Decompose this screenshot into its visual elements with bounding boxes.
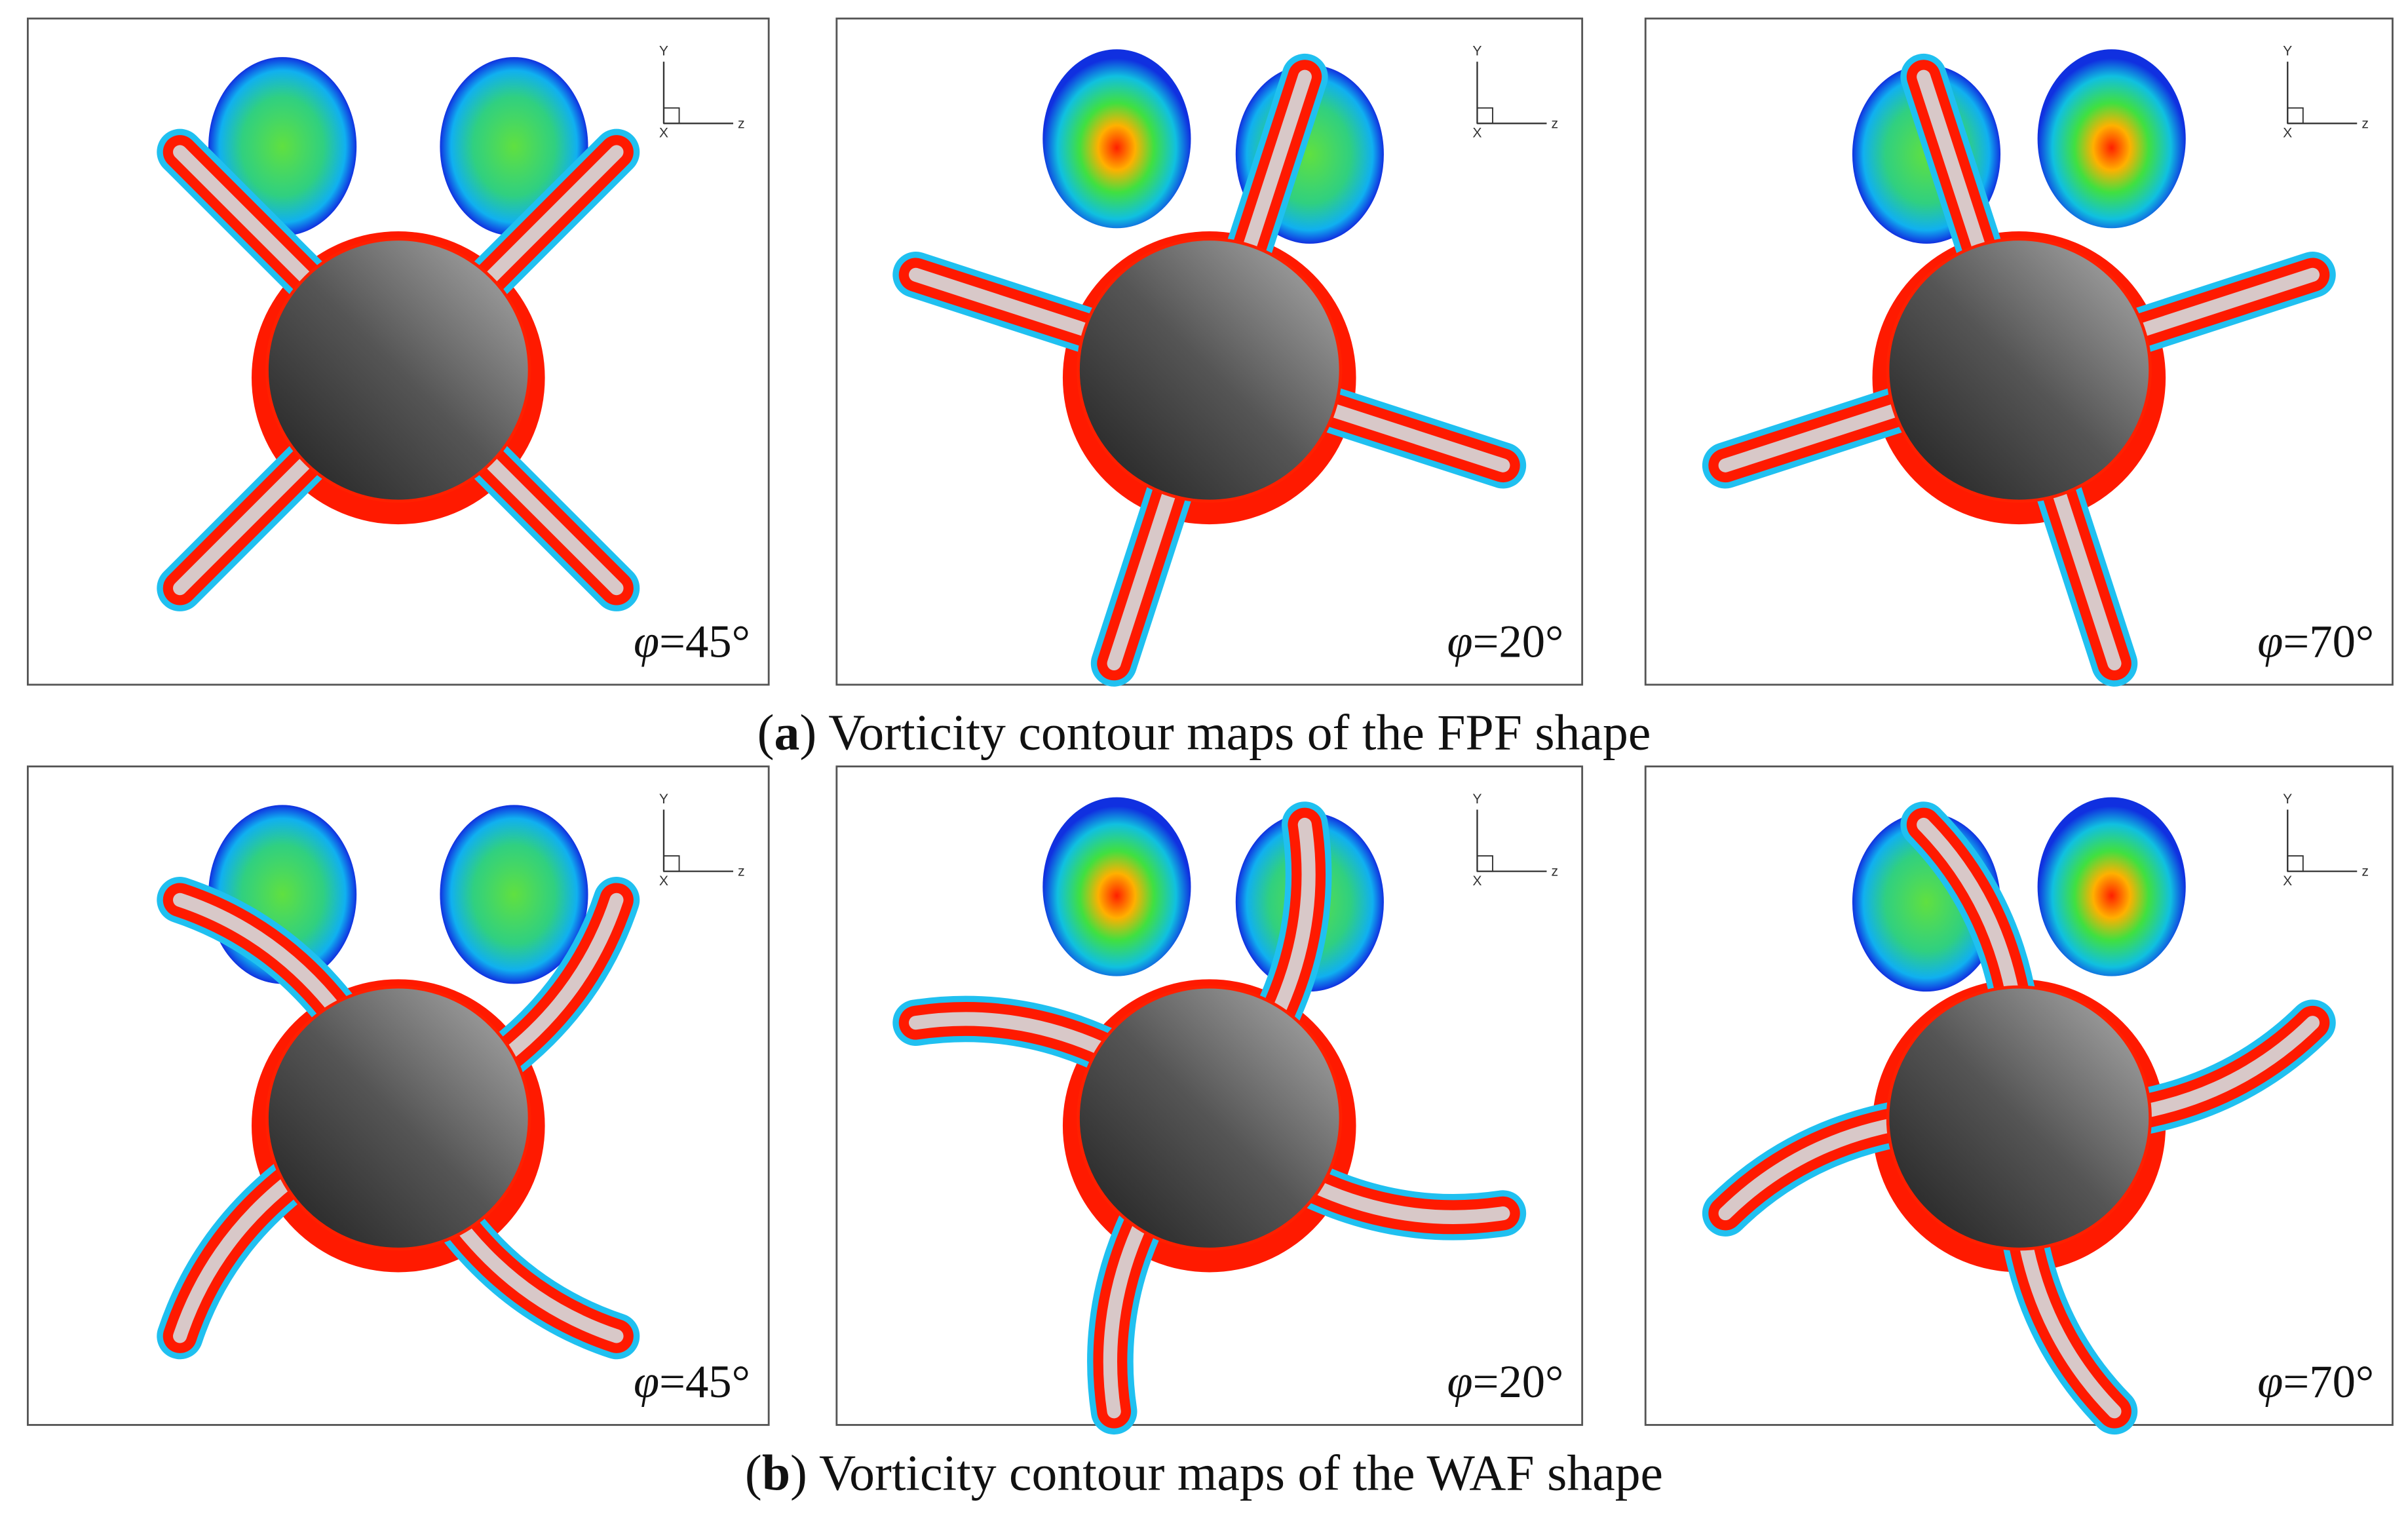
sphere	[1886, 985, 2152, 1251]
angle-label: φ=20°	[1447, 1356, 1564, 1408]
axis-box	[1476, 107, 1493, 125]
axis-box	[1476, 855, 1493, 872]
angle-label: φ=45°	[634, 617, 750, 668]
sphere	[265, 237, 531, 503]
axis-label: z	[738, 116, 745, 131]
caption-letter: b	[762, 1444, 790, 1501]
angle-value: =20°	[1473, 1356, 1564, 1408]
caption-text: ) Vorticity contour maps of the FPF shap…	[799, 704, 1651, 761]
angle-symbol: φ	[2257, 617, 2283, 668]
sphere	[1886, 237, 2152, 503]
angle-label: φ=20°	[1447, 617, 1564, 668]
sphere	[1077, 237, 1343, 503]
axis-label: z	[738, 864, 745, 879]
angle-label: φ=70°	[2257, 1356, 2374, 1408]
contour-panel: Yz Xφ=70°	[1644, 17, 2394, 687]
axis-box	[663, 855, 680, 872]
axis-label: Y	[1472, 44, 1481, 59]
axis-label: z	[1552, 116, 1559, 131]
caption-letter: a	[774, 704, 800, 761]
contour-panel: Yz Xφ=20°	[835, 765, 1584, 1435]
axis-box	[2287, 855, 2304, 872]
axis-label: X	[1472, 874, 1481, 889]
caption: (a) Vorticity contour maps of the FPF sh…	[757, 704, 1651, 761]
axis-label: z	[1552, 864, 1559, 879]
axis-box	[663, 107, 680, 125]
angle-symbol: φ	[1447, 617, 1473, 668]
contour-panel: Yz Xφ=45°	[26, 17, 770, 686]
angle-label: φ=45°	[634, 1356, 750, 1408]
axis-label: X	[2283, 874, 2292, 889]
vortex	[1042, 797, 1191, 976]
axis-label: z	[2361, 116, 2369, 131]
axis-label: X	[659, 874, 668, 889]
axis-label: X	[1472, 125, 1481, 140]
contour-panel: Yz Xφ=70°	[1644, 765, 2394, 1435]
caption-open: (	[745, 1444, 762, 1501]
sphere	[1077, 985, 1343, 1251]
angle-value: =70°	[2283, 617, 2374, 668]
sphere	[265, 985, 531, 1251]
contour-panel: Yz Xφ=45°	[26, 765, 770, 1426]
axis-box	[2287, 107, 2304, 125]
angle-symbol: φ	[1447, 1356, 1473, 1408]
angle-symbol: φ	[634, 617, 659, 668]
axis-label: Y	[2283, 792, 2292, 807]
vortex	[2037, 797, 2186, 976]
angle-value: =70°	[2283, 1356, 2374, 1408]
axis-label: z	[2361, 864, 2369, 879]
vortex	[440, 805, 588, 984]
axis-label: X	[659, 125, 668, 140]
caption-text: ) Vorticity contour maps of the WAF shap…	[790, 1444, 1663, 1501]
axis-label: X	[2283, 125, 2292, 140]
axis-label: Y	[2283, 44, 2292, 59]
axis-label: Y	[659, 792, 668, 807]
axis-label: Y	[659, 44, 668, 59]
angle-value: =45°	[659, 1356, 750, 1408]
vortex	[2037, 49, 2186, 229]
vortex	[1042, 49, 1191, 229]
caption: (b) Vorticity contour maps of the WAF sh…	[745, 1444, 1663, 1501]
caption-open: (	[757, 704, 774, 761]
angle-value: =45°	[659, 617, 750, 668]
axis-label: Y	[1472, 792, 1481, 807]
contour-panel: Yz Xφ=20°	[835, 17, 1584, 687]
angle-symbol: φ	[634, 1356, 659, 1408]
angle-label: φ=70°	[2257, 617, 2374, 668]
angle-symbol: φ	[2257, 1356, 2283, 1408]
angle-value: =20°	[1473, 617, 1564, 668]
